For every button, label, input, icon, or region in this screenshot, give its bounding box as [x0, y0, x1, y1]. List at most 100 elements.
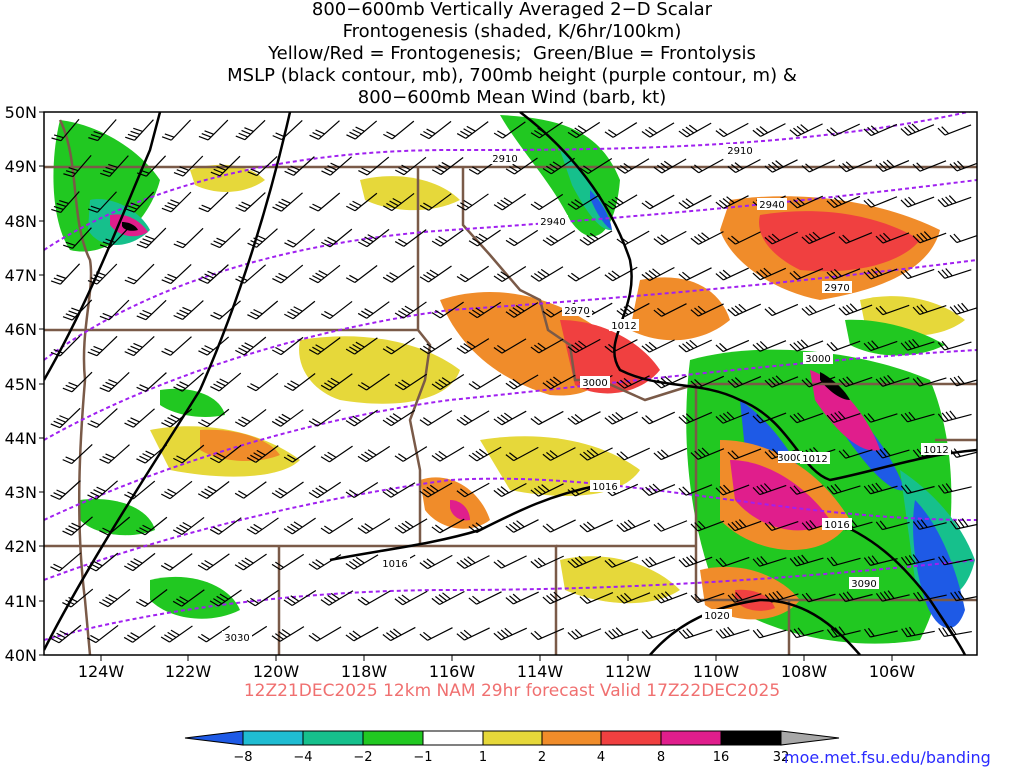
wind-barb	[173, 372, 204, 392]
wind-barb	[468, 446, 502, 462]
wind-barb	[542, 591, 577, 605]
wind-barb	[345, 626, 379, 642]
wind-barb	[690, 375, 725, 389]
wind-barb	[87, 408, 118, 428]
wind-barb	[309, 192, 341, 212]
wind-barb	[357, 590, 391, 606]
wind-barb	[863, 196, 898, 208]
wind-barb	[604, 122, 638, 138]
wind-barb	[493, 338, 527, 354]
wind-barb	[900, 196, 935, 208]
wind-barb	[271, 409, 304, 427]
wind-barb	[87, 480, 118, 500]
wind-barb	[653, 447, 688, 461]
wind-barb	[752, 123, 786, 137]
wind-barb	[198, 119, 229, 141]
wind-barb	[357, 518, 391, 534]
wind-barb	[357, 445, 391, 463]
contour-label: 2940	[538, 215, 568, 228]
forecast-run-label: 12Z21DEC2025 12km NAM 29hr forecast Vali…	[243, 681, 781, 701]
wind-barb	[838, 376, 873, 388]
colorbar-label: −8	[233, 750, 252, 765]
mslp-contour	[519, 112, 977, 482]
wind-barb	[690, 158, 724, 174]
height-label: 2940	[540, 217, 565, 228]
mslp-contour-labels: 1012 1012 1012 1016 1016 1016 1020	[380, 319, 951, 622]
contour-label: 3000	[580, 376, 610, 389]
lat-tick: 40N	[5, 646, 44, 665]
mslp-label: 1016	[824, 520, 849, 531]
lon-tick: 116W	[429, 655, 475, 681]
wind-barb	[197, 625, 230, 643]
wind-barb	[99, 588, 131, 608]
height-contour	[44, 179, 977, 361]
wind-barb	[653, 520, 688, 532]
wind-barb	[579, 519, 613, 533]
wind-barb	[542, 374, 576, 390]
shade-blob	[440, 291, 608, 396]
wind-barb	[653, 591, 688, 604]
wind-barb	[616, 592, 651, 604]
wind-barb	[136, 227, 167, 249]
wind-barb	[493, 193, 526, 211]
lon-label: 110W	[693, 662, 740, 681]
wind-barb	[235, 264, 266, 284]
wind-barb	[838, 159, 873, 173]
wind-barb	[50, 624, 82, 644]
contour-label: 1012	[921, 443, 951, 456]
wind-barb	[272, 120, 303, 141]
wind-barb	[530, 121, 563, 139]
wind-barb	[567, 338, 601, 354]
wind-barb	[949, 302, 977, 315]
wind-barb	[567, 121, 601, 139]
wind-barb	[419, 193, 452, 211]
colorbar-label: 2	[538, 750, 546, 765]
wind-barb	[727, 376, 762, 388]
wind-barb	[209, 444, 242, 464]
wind-barb	[235, 192, 266, 212]
shade-blob	[122, 222, 138, 231]
lon-label: 106W	[869, 662, 916, 681]
wind-barb	[320, 300, 353, 320]
wind-barb	[284, 300, 316, 320]
contour-label: 2910	[490, 152, 520, 165]
source-credit-link[interactable]: moe.met.fsu.edu/banding	[784, 748, 991, 767]
wind-barb	[875, 590, 910, 602]
wind-barb	[246, 517, 279, 535]
wind-barb	[51, 118, 80, 142]
wind-barb	[764, 303, 799, 317]
wind-barb	[912, 377, 947, 387]
mslp-label: 1016	[592, 482, 617, 493]
wind-barb	[62, 299, 93, 321]
wind-barb	[357, 301, 390, 319]
wind-barb	[209, 517, 242, 535]
height-label: 3090	[851, 579, 876, 590]
lon-tick: 108W	[781, 655, 827, 681]
contour-label: 1012	[800, 452, 830, 465]
wind-barb	[901, 626, 935, 638]
wind-barb	[235, 336, 267, 356]
lat-tick: 43N	[5, 483, 44, 502]
wind-barb	[271, 336, 304, 356]
wind-barb	[900, 554, 935, 566]
wind-barb	[51, 191, 80, 214]
wind-barb	[690, 520, 725, 532]
wind-barb	[136, 516, 168, 536]
colorbar-label: 16	[713, 750, 730, 765]
wind-barb	[99, 371, 130, 393]
wind-barb	[198, 408, 230, 428]
wind-barb	[764, 231, 798, 245]
wind-barb	[493, 627, 527, 641]
wind-barb	[641, 266, 675, 282]
wind-barb	[161, 191, 192, 213]
lat-label: 50N	[5, 103, 37, 122]
contour-label: 1016	[590, 480, 620, 493]
wind-barb	[912, 231, 947, 244]
wind-barb	[875, 374, 910, 387]
wind-barb	[863, 482, 898, 495]
wind-barb	[616, 375, 650, 389]
wind-barb	[247, 228, 278, 248]
wind-barb	[50, 407, 81, 429]
mslp-label: 1012	[923, 445, 948, 456]
wind-barb	[863, 123, 898, 137]
